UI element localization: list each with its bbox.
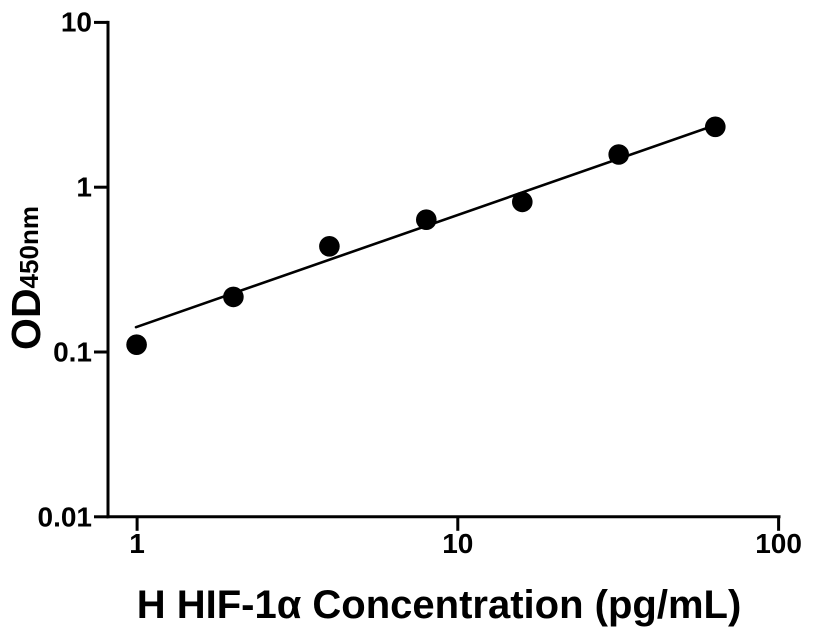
svg-text:H HIF-1α Concentration (pg/mL): H HIF-1α Concentration (pg/mL) (137, 583, 742, 627)
svg-text:100: 100 (755, 528, 802, 559)
svg-text:OD450nm: OD450nm (3, 206, 49, 350)
svg-text:0.01: 0.01 (38, 502, 93, 533)
svg-text:0.1: 0.1 (53, 337, 92, 368)
svg-text:10: 10 (61, 7, 92, 38)
svg-text:1: 1 (129, 528, 145, 559)
svg-text:10: 10 (442, 528, 473, 559)
svg-text:1: 1 (76, 172, 92, 203)
